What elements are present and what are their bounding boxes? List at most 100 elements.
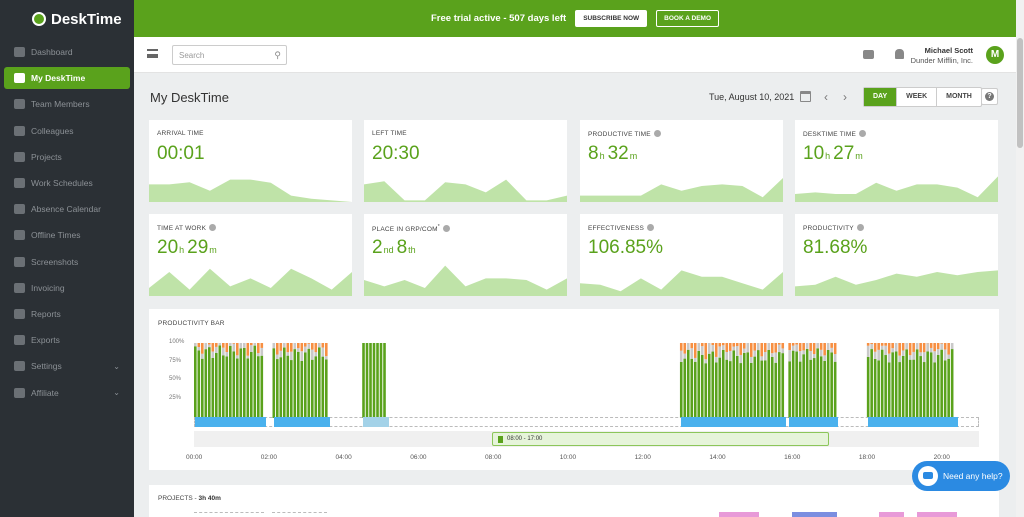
view-week-button[interactable]: WEEK <box>897 88 938 106</box>
sparkline-area <box>795 270 998 296</box>
neutral-bar <box>311 349 314 360</box>
stat-value-primary: 20 <box>157 237 179 258</box>
next-day-icon[interactable]: › <box>843 90 847 104</box>
timeline-active-segment[interactable] <box>195 417 267 427</box>
productive-bar <box>887 362 891 418</box>
calendar-icon[interactable] <box>800 91 811 102</box>
sidebar-item-team-members[interactable]: Team Members <box>4 93 130 115</box>
project-segment[interactable] <box>917 512 957 517</box>
stat-title-text: EFFECTIVENESS <box>588 225 645 232</box>
menu-toggle-icon[interactable] <box>147 49 158 58</box>
unproductive-bar <box>901 343 905 351</box>
unproductive-bar <box>884 343 887 346</box>
prev-day-icon[interactable]: ‹ <box>824 90 828 104</box>
neutral-bar <box>218 343 222 346</box>
timeline-active-segment[interactable] <box>680 417 786 427</box>
unproductive-bar <box>246 343 250 356</box>
unproductive-bar <box>300 343 304 352</box>
chat-icon[interactable] <box>863 50 874 59</box>
unproductive-bar <box>225 343 229 352</box>
unproductive-bar <box>700 343 704 347</box>
unproductive-bar <box>321 343 325 348</box>
project-segment[interactable] <box>719 512 759 517</box>
sidebar-item-projects[interactable]: Projects <box>4 146 130 168</box>
sidebar-item-exports[interactable]: Exports <box>4 329 130 351</box>
timeline-active-segment[interactable] <box>789 417 838 427</box>
sidebar-item-invoicing[interactable]: Invoicing <box>4 277 130 299</box>
sidebar-item-label: Affiliate <box>31 387 59 398</box>
sidebar-item-my-desktime[interactable]: My DeskTime <box>4 67 130 90</box>
x-axis-label: 20:00 <box>933 454 950 461</box>
sidebar-item-affiliate[interactable]: Affiliate ⌄ <box>4 382 130 404</box>
subscribe-button[interactable]: SUBSCRIBE NOW <box>575 10 648 27</box>
timeline-active-segment[interactable] <box>363 417 390 427</box>
timeline-active-segment[interactable] <box>273 417 330 427</box>
neutral-bar <box>877 349 880 361</box>
info-icon[interactable] <box>856 224 864 231</box>
productive-bar <box>866 356 870 418</box>
sidebar-item-label: My DeskTime <box>31 73 86 84</box>
view-month-button[interactable]: MONTH <box>946 93 972 100</box>
info-icon[interactable] <box>653 130 661 137</box>
neutral-bar <box>812 354 816 359</box>
app-logo[interactable]: DeskTime <box>0 0 134 38</box>
sidebar-item-screenshots[interactable]: Screenshots <box>4 251 130 273</box>
productive-bar <box>379 343 383 418</box>
productive-bar <box>770 356 774 418</box>
avatar[interactable]: M <box>986 46 1004 64</box>
view-day-button[interactable]: DAY <box>864 88 898 106</box>
bell-icon[interactable] <box>895 49 904 59</box>
productive-bar <box>257 356 260 418</box>
sidebar-item-colleagues[interactable]: Colleagues <box>4 120 130 142</box>
scrollbar-thumb[interactable] <box>1017 38 1023 148</box>
productive-bar <box>718 357 722 418</box>
activity-timeline[interactable] <box>194 417 979 427</box>
sidebar-item-offline-times[interactable]: Offline Times <box>4 224 130 246</box>
sidebar-item-dashboard[interactable]: Dashboard <box>4 41 130 63</box>
unproductive-bar <box>314 343 318 353</box>
help-button[interactable]: ? <box>981 88 998 105</box>
search-icon[interactable]: ⚲ <box>274 50 281 60</box>
neutral-bar <box>735 346 739 356</box>
productive-bar <box>690 358 694 418</box>
productive-bar <box>798 361 802 418</box>
productive-bar <box>891 352 894 418</box>
sidebar-item-settings[interactable]: Settings ⌄ <box>4 355 130 377</box>
x-axis-label: 00:00 <box>186 454 203 461</box>
info-icon[interactable] <box>859 130 867 137</box>
user-info[interactable]: Michael Scott Dunder Mifflin, Inc. <box>911 46 973 66</box>
sidebar-item-absence-calendar[interactable]: Absence Calendar <box>4 198 130 220</box>
neutral-bar <box>781 348 785 354</box>
neutral-bar <box>936 349 940 355</box>
search-input[interactable]: Search ⚲ <box>172 45 287 65</box>
sidebar-item-reports[interactable]: Reports <box>4 303 130 325</box>
info-icon[interactable] <box>647 224 655 231</box>
productive-bar <box>721 349 725 418</box>
neutral-bar <box>204 343 208 350</box>
project-segment[interactable] <box>792 512 837 517</box>
unproductive-bar <box>690 343 694 349</box>
unproductive-bar <box>929 343 933 348</box>
sparkline-area <box>149 268 352 296</box>
clock-icon <box>14 230 25 241</box>
question-icon: ? <box>985 92 994 101</box>
unproductive-bar <box>679 343 683 351</box>
x-axis-label: 10:00 <box>559 454 577 461</box>
sparkline-chart <box>580 270 783 296</box>
productive-bar <box>816 348 819 418</box>
stat-title-text: PRODUCTIVE TIME <box>588 131 651 138</box>
productive-bar <box>880 349 884 418</box>
book-demo-button[interactable]: BOOK A DEMO <box>656 10 719 27</box>
info-icon[interactable] <box>209 224 217 231</box>
sidebar-item-work-schedules[interactable]: Work Schedules <box>4 172 130 194</box>
info-icon[interactable] <box>442 225 450 233</box>
project-segment[interactable] <box>879 512 904 517</box>
work-hours-range[interactable]: 08:00 - 17:00 <box>492 432 829 446</box>
stat-value: 00:01 <box>157 143 205 164</box>
page-scrollbar[interactable] <box>1016 0 1024 517</box>
unproductive-bar <box>809 343 812 351</box>
help-chat-button[interactable]: Need any help? <box>912 461 1010 491</box>
timeline-active-segment[interactable] <box>867 417 958 427</box>
neutral-bar <box>290 351 293 361</box>
neutral-bar <box>711 345 715 352</box>
